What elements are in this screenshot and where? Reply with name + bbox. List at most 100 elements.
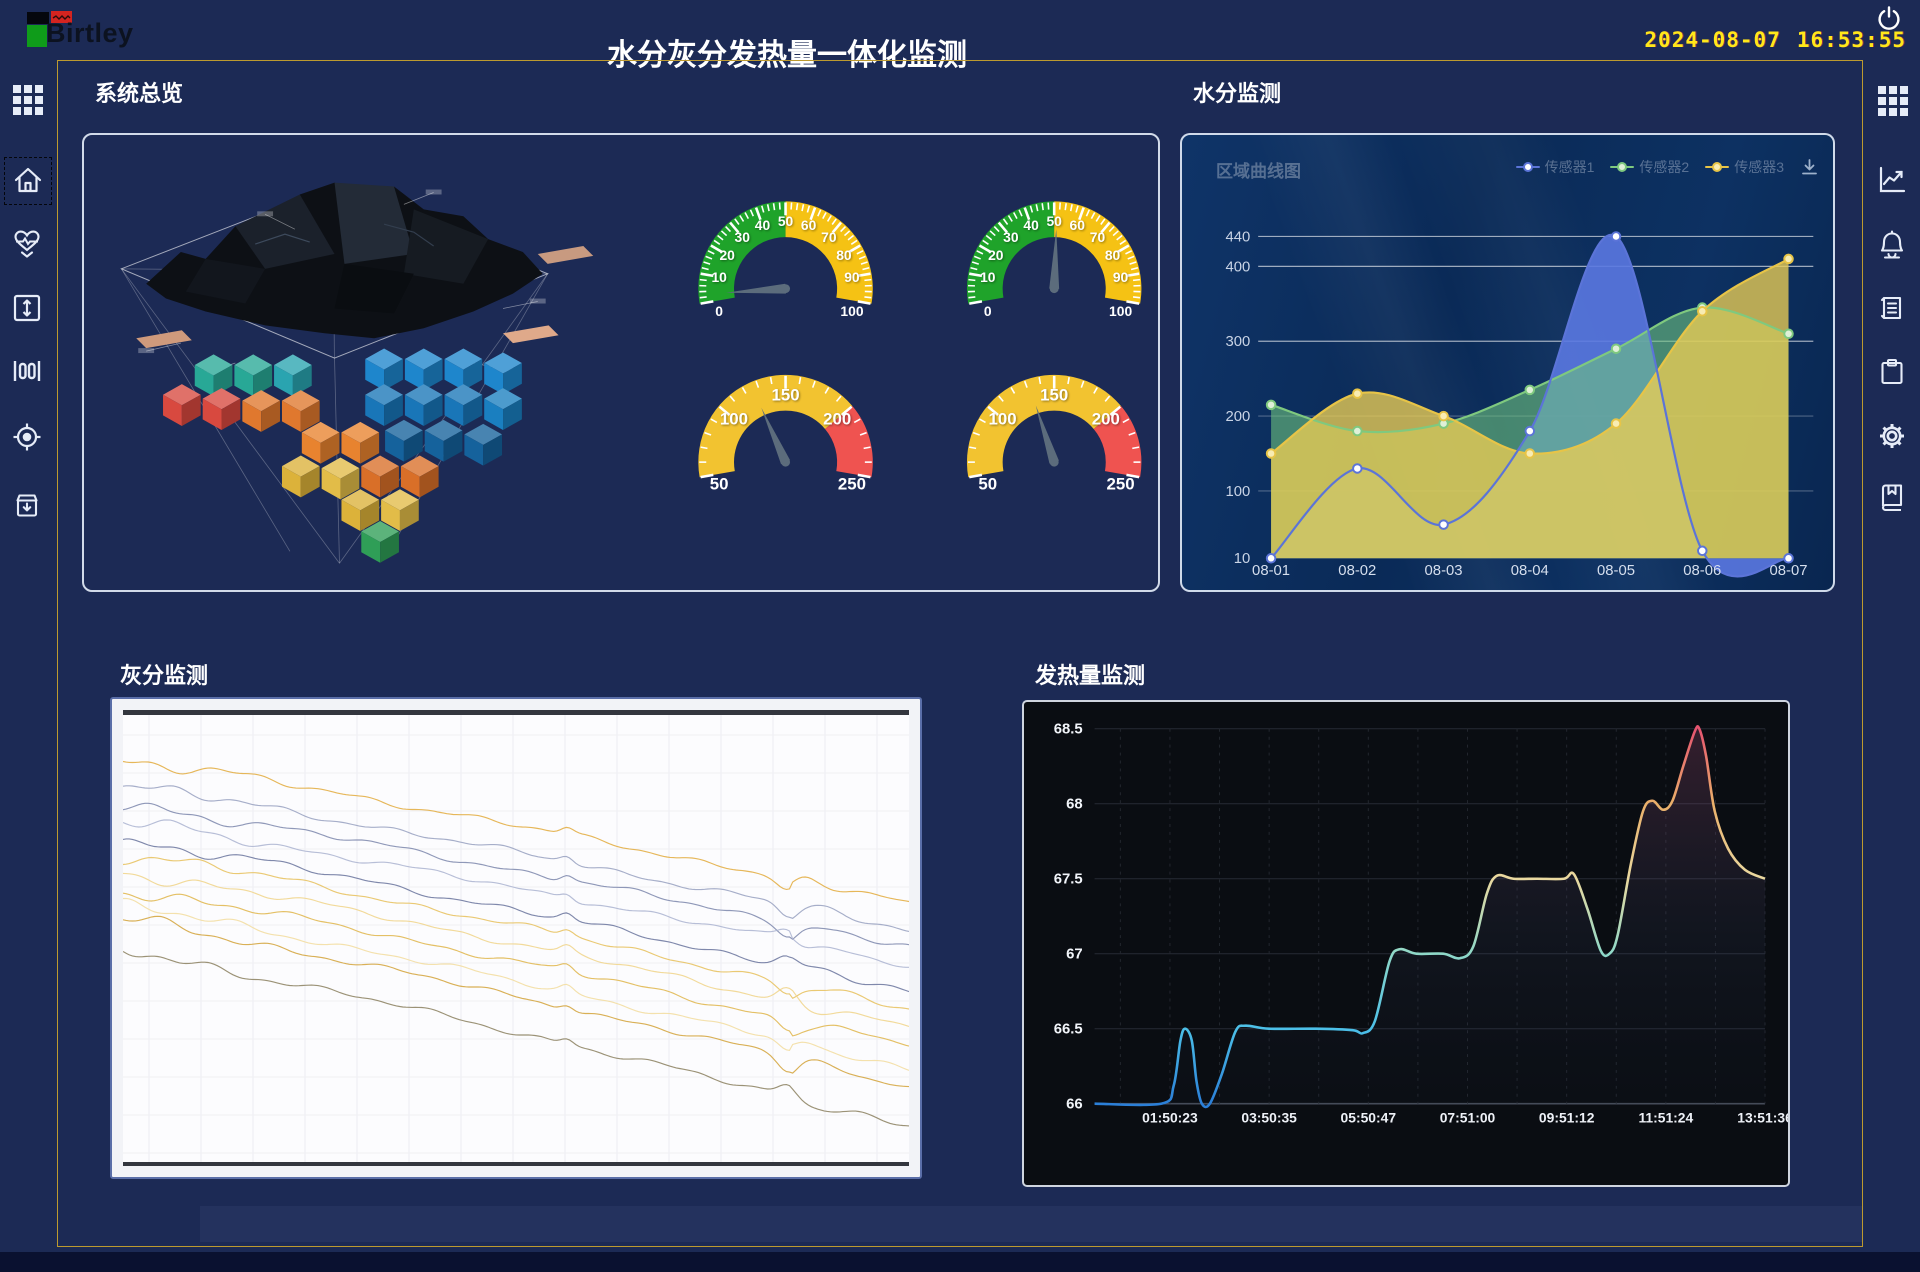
svg-text:08-04: 08-04 <box>1511 563 1549 579</box>
moisture-title: 水分监测 <box>1193 81 1282 106</box>
sidebar-item-bell[interactable] <box>1869 222 1915 268</box>
download-icon[interactable] <box>1800 158 1819 177</box>
svg-text:90: 90 <box>844 269 860 285</box>
svg-text:30: 30 <box>1003 229 1019 245</box>
gauge-needle <box>726 283 786 294</box>
sidebar-item-report[interactable] <box>1869 285 1915 331</box>
calorific-title: 发热量监测 <box>1035 663 1146 688</box>
svg-text:50: 50 <box>1046 213 1062 229</box>
gauge-needle <box>761 407 791 465</box>
legend-label: 传感器2 <box>1639 159 1690 175</box>
bottom-bar <box>0 1252 1920 1272</box>
clipboard-icon <box>1881 358 1903 385</box>
sidebar-item-grid[interactable] <box>4 76 50 122</box>
legend-marker <box>1705 162 1730 172</box>
home-icon <box>14 167 42 193</box>
svg-text:67.5: 67.5 <box>1054 872 1083 888</box>
gear-icon <box>1880 424 1904 448</box>
svg-text:20: 20 <box>988 247 1004 263</box>
svg-text:0: 0 <box>715 303 723 319</box>
sidebar-item-health-monitor[interactable] <box>4 221 50 267</box>
svg-text:90: 90 <box>1113 269 1129 285</box>
svg-text:150: 150 <box>1040 386 1068 405</box>
ash-line-1 <box>123 760 909 903</box>
svg-text:200: 200 <box>1225 409 1250 425</box>
ash-line-5 <box>123 838 909 993</box>
power-icon[interactable] <box>1876 5 1902 31</box>
sidebar-item-home[interactable] <box>4 157 52 205</box>
sidebar-item-clipboard[interactable] <box>1869 349 1915 395</box>
sidebar-item-bookmark[interactable] <box>1869 474 1915 520</box>
legend-marker <box>1515 162 1540 172</box>
ash-line-4 <box>123 819 909 968</box>
moisture-panel: 10 100 200 300 400 440 08-01 08-02 08-03 08-04 08-… <box>1180 133 1835 592</box>
sidebar-item-vertical-expand[interactable] <box>4 285 50 331</box>
moisture-chart-header: 区域曲线图 传感器1 传感器2 传感器3 <box>1182 135 1833 183</box>
sidebar-item-trend-chart[interactable] <box>1869 157 1915 203</box>
calorific-line <box>1094 725 1766 1109</box>
svg-text:70: 70 <box>1090 229 1106 245</box>
svg-text:66.5: 66.5 <box>1054 1022 1083 1038</box>
ash-line-3 <box>123 802 909 946</box>
svg-text:0: 0 <box>984 303 992 319</box>
svg-text:03:50:35: 03:50:35 <box>1241 1110 1297 1126</box>
svg-text:68.5: 68.5 <box>1054 722 1083 738</box>
archive-download-icon <box>16 494 38 517</box>
svg-text:50: 50 <box>710 474 729 493</box>
logo-pulse-icon <box>52 15 71 20</box>
svg-text:40: 40 <box>755 217 771 233</box>
target-icon <box>13 423 41 451</box>
svg-text:09:51:12: 09:51:12 <box>1539 1110 1595 1126</box>
legend-item-sensor2[interactable]: 传感器2 <box>1610 157 1689 177</box>
logo-black-block <box>27 12 49 24</box>
gauge-3: 100 150 200 50 250 <box>698 374 873 493</box>
ash-multiline-chart[interactable] <box>123 715 909 1162</box>
svg-text:100: 100 <box>720 410 748 429</box>
svg-text:100: 100 <box>1109 303 1132 319</box>
ash-line-10 <box>123 915 909 1088</box>
gauge-needle <box>1049 229 1060 289</box>
system-overview-panel: 10 20 30 40 50 60 70 80 90 0 100 10 20 30 40 50 60 70 80 90… <box>82 133 1160 592</box>
datetime-display: 2024-08-07 16:53:55 <box>1644 28 1906 52</box>
sidebar-item-target[interactable] <box>4 414 50 460</box>
svg-text:08-01: 08-01 <box>1252 563 1290 579</box>
bottom-reflection-band <box>200 1206 1862 1242</box>
svg-text:250: 250 <box>838 474 866 493</box>
svg-text:08-06: 08-06 <box>1683 563 1721 579</box>
sidebar-item-gear[interactable] <box>1869 413 1915 459</box>
svg-text:200: 200 <box>1092 410 1120 429</box>
moisture-area-chart[interactable]: 10 100 200 300 400 440 08-01 08-02 08-03 08-04 08-… <box>1182 135 1833 590</box>
vertical-expand-icon <box>13 294 41 322</box>
ash-line-7 <box>123 872 909 1028</box>
calorific-line-chart[interactable]: 66 66.5 67 67.5 68 68.5 01:50:23 03:50:35 05:50:… <box>1024 702 1788 1185</box>
gauge-4: 100 150 200 50 250 <box>966 374 1142 493</box>
ash-chart-frame <box>123 710 909 1166</box>
svg-text:40: 40 <box>1023 217 1039 233</box>
svg-text:300: 300 <box>1225 334 1250 350</box>
svg-text:10: 10 <box>1234 551 1251 567</box>
gauge-needle <box>1035 405 1059 464</box>
legend-item-sensor1[interactable]: 传感器1 <box>1515 157 1594 177</box>
sidebar-item-grid[interactable] <box>1869 77 1915 123</box>
sidebar-item-gauge-ruler[interactable] <box>4 348 50 394</box>
legend-marker <box>1610 162 1635 172</box>
svg-text:100: 100 <box>1225 484 1250 500</box>
sidebar-item-archive-download[interactable] <box>4 483 50 529</box>
svg-text:50: 50 <box>978 474 997 493</box>
logo-red-block <box>51 11 72 23</box>
chart-type-label: 区域曲线图 <box>1216 162 1301 181</box>
legend-label: 传感器3 <box>1734 159 1784 175</box>
svg-text:50: 50 <box>778 213 794 229</box>
ash-title: 灰分监测 <box>120 663 209 688</box>
ash-line-2 <box>123 785 909 933</box>
svg-text:07:51:00: 07:51:00 <box>1440 1110 1496 1126</box>
line-传感器1 <box>1270 233 1789 578</box>
svg-text:68: 68 <box>1066 797 1083 813</box>
svg-text:10: 10 <box>980 269 996 285</box>
legend-item-sensor3[interactable]: 传感器3 <box>1705 157 1784 177</box>
svg-text:60: 60 <box>801 217 817 233</box>
